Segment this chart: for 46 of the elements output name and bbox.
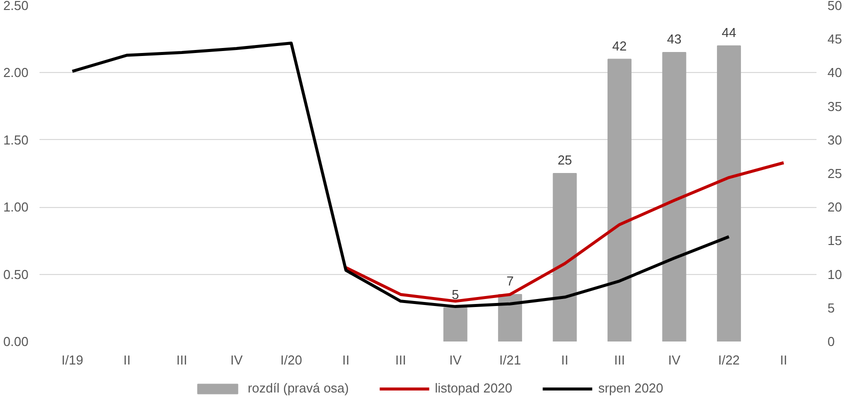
y-tick-label: 1.50 (3, 132, 29, 148)
data-label: 25 (558, 152, 572, 168)
x-tick-label: I/20 (280, 352, 302, 368)
y2-tick-label: 35 (828, 98, 842, 114)
data-label: 43 (667, 32, 682, 47)
x-tick-label: II (342, 352, 350, 368)
y2-tick-label: 25 (828, 166, 842, 181)
y2-tick-label: 0 (828, 334, 835, 349)
x-tick-label: III (395, 352, 406, 368)
x-tick-label: IV (668, 352, 681, 368)
x-tick-label: I/22 (718, 352, 740, 368)
bar (662, 52, 686, 342)
data-label: 5 (452, 286, 459, 302)
x-tick-label: III (614, 352, 625, 368)
y2-tick-label: 40 (828, 65, 842, 80)
data-label: 7 (506, 273, 514, 288)
y-tick-label: 2.50 (3, 0, 29, 13)
legend-label: rozdíl (pravá osa) (248, 380, 349, 396)
bar (443, 307, 468, 342)
y-tick-label: 1.00 (3, 200, 29, 215)
y-tick-label: 0.50 (3, 266, 29, 282)
data-label: 42 (612, 38, 627, 54)
x-tick-label: IV (230, 352, 243, 368)
x-tick-label: I/19 (61, 352, 84, 368)
y2-tick-label: 20 (828, 200, 842, 215)
bar (716, 45, 741, 342)
y-tick-label: 2.00 (3, 65, 29, 80)
x-tick-label: II (123, 352, 131, 368)
bar (552, 173, 577, 342)
x-tick-label: I/21 (499, 352, 521, 368)
x-tick-label: IV (449, 352, 462, 368)
y2-tick-label: 5 (828, 300, 835, 316)
x-tick-label: III (176, 352, 188, 368)
y2-tick-label: 45 (828, 32, 842, 47)
x-tick-label: II (561, 352, 568, 368)
y2-tick-label: 50 (828, 0, 842, 13)
y2-tick-label: 10 (828, 266, 842, 282)
bar (608, 58, 632, 342)
legend-label: listopad 2020 (434, 380, 512, 396)
legend-label: srpen 2020 (598, 380, 664, 396)
x-tick-label: II (780, 352, 788, 368)
y2-tick-label: 30 (828, 132, 842, 148)
y2-tick-label: 15 (828, 233, 842, 248)
y-tick-label: 0.00 (3, 334, 29, 349)
bar (498, 294, 522, 342)
data-label: 44 (722, 24, 736, 40)
